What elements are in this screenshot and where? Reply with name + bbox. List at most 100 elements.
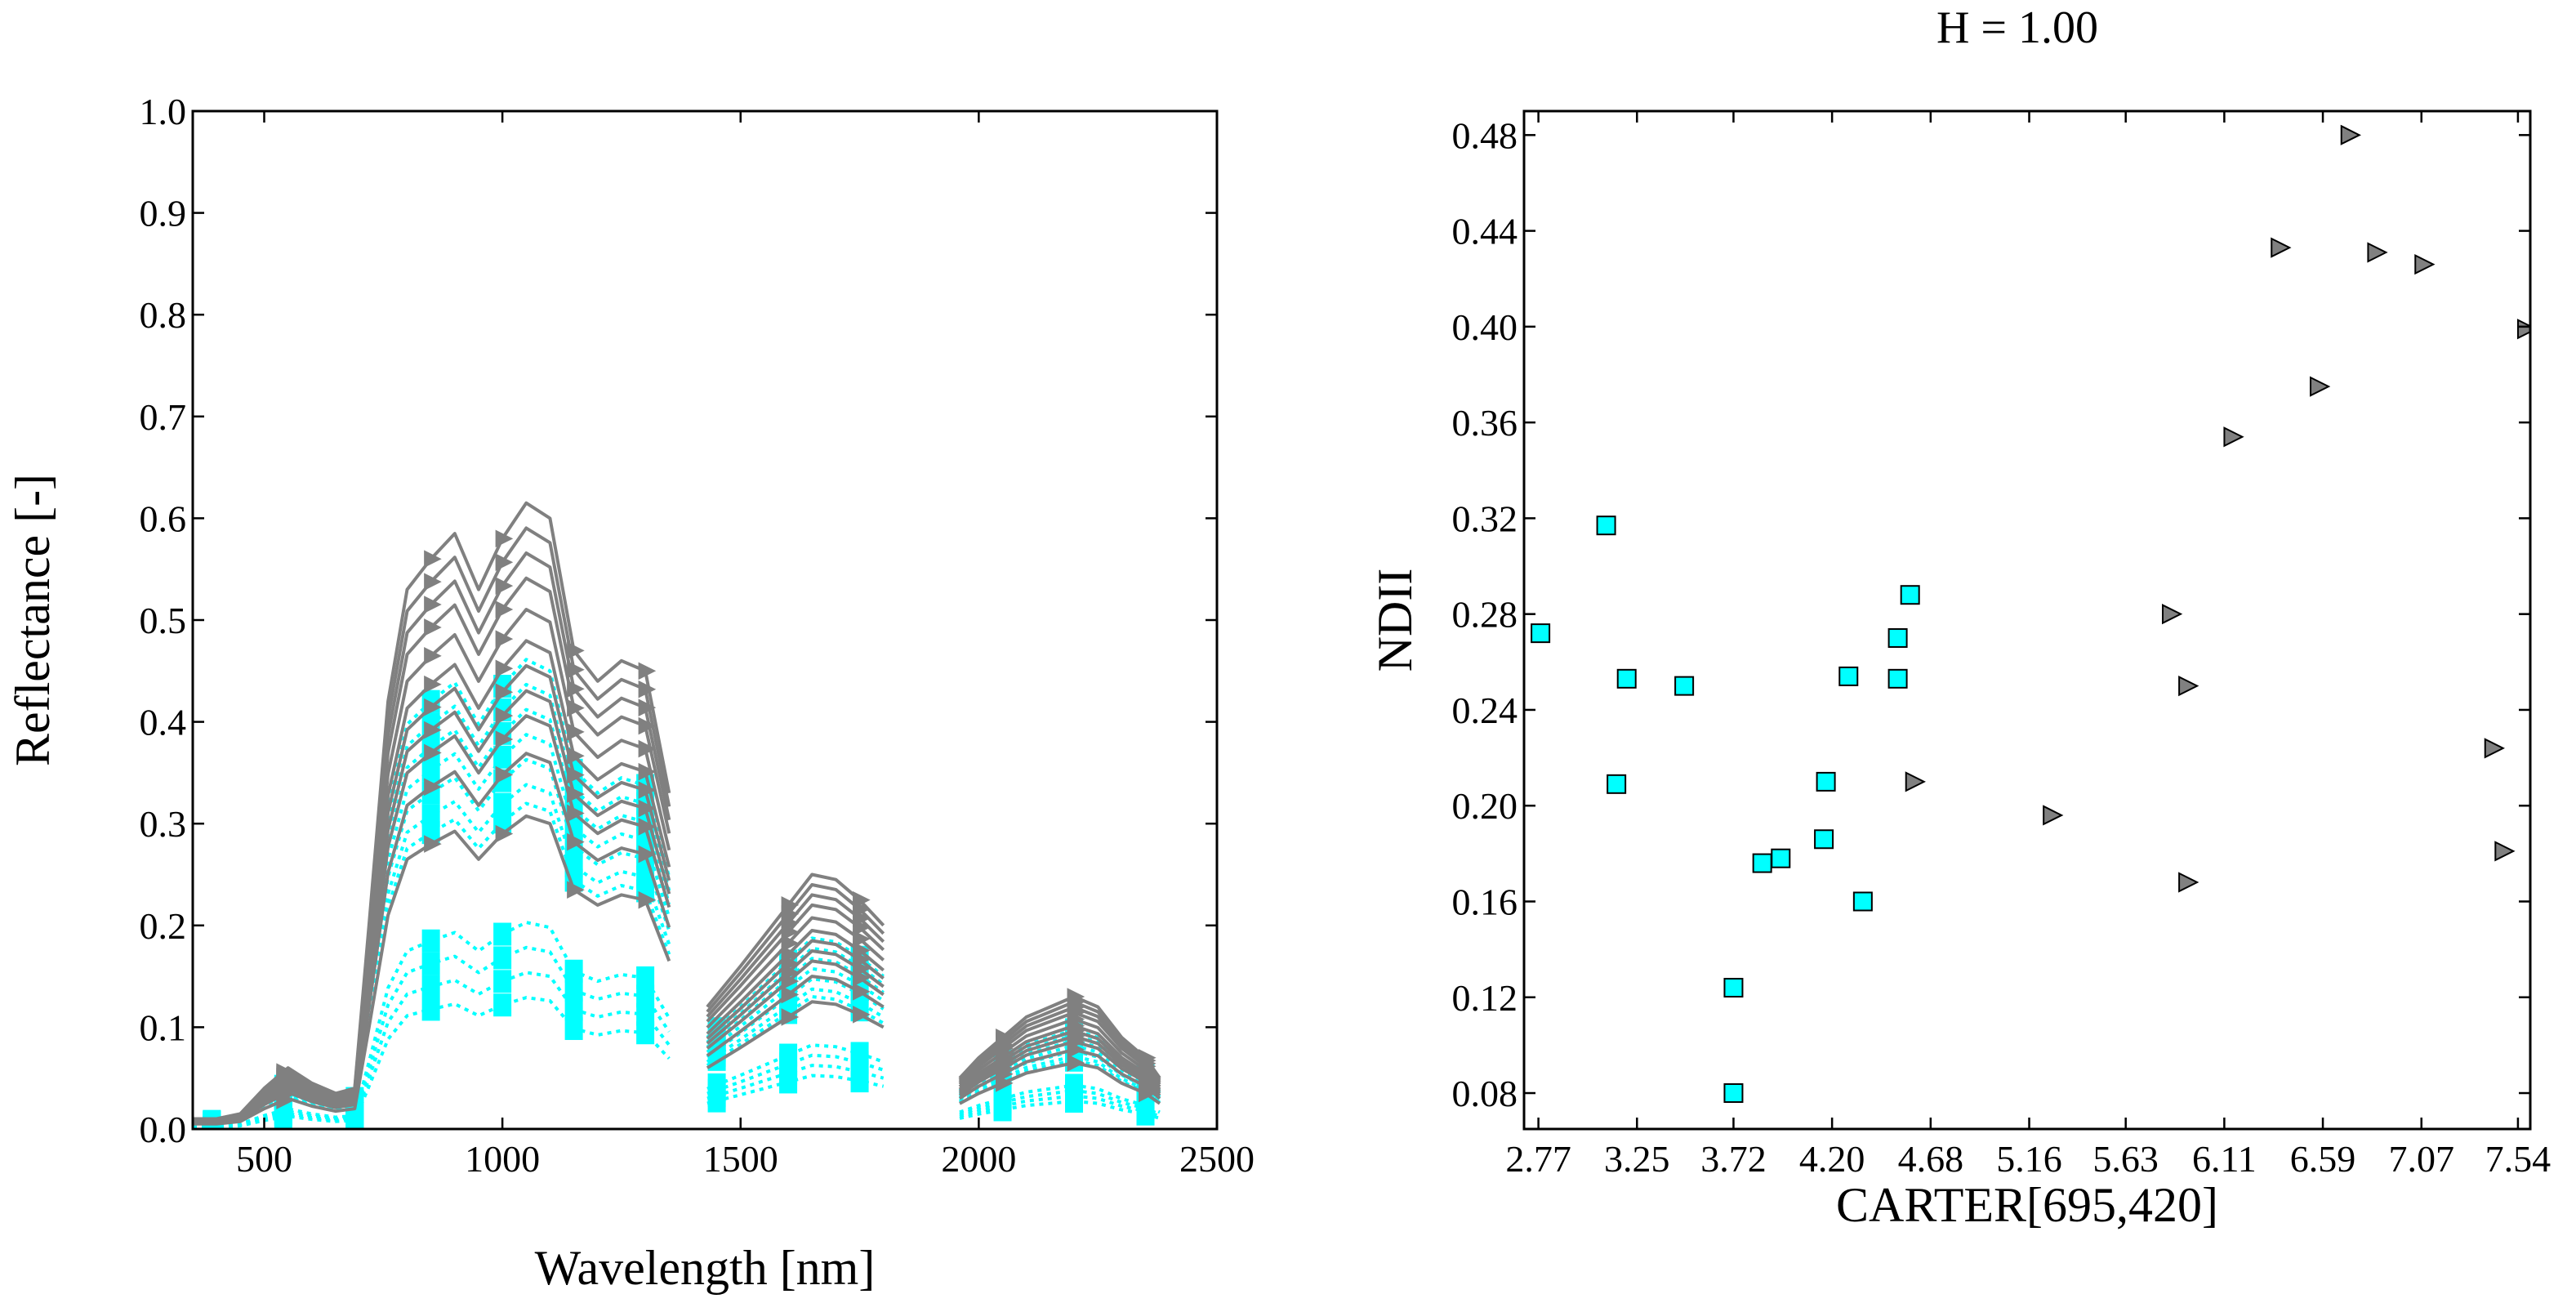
spectrum-marker-triangle bbox=[1139, 1084, 1157, 1103]
spectra-y-tick-label: 0.1 bbox=[140, 1006, 187, 1048]
spectrum-marker-triangle bbox=[853, 1006, 871, 1024]
scatter-point-triangle bbox=[2271, 237, 2292, 258]
scatter-y-tick-label: 0.40 bbox=[1452, 306, 1518, 348]
scatter-axis-ticks: 2.77 3.25 3.72 4.20 4.68 5.16 5.63 6.11 6.59 7.07… bbox=[1452, 111, 2551, 1180]
spectra-x-axis-label: Wavelength [nm] bbox=[535, 1241, 876, 1295]
spectrum-marker-triangle bbox=[567, 804, 585, 823]
scatter-series-grey-triangles bbox=[1905, 124, 2530, 893]
spectra-y-tick-label: 0.6 bbox=[140, 498, 187, 539]
spectrum-marker-triangle bbox=[567, 881, 585, 899]
scatter-plot-area bbox=[1531, 124, 2530, 1104]
scatter-point-triangle bbox=[2516, 319, 2530, 340]
scatter-point-square bbox=[1752, 853, 1772, 873]
reflectance-spectra-chart: 500 1000 1500 2000 2500 0.0 0.1 0.2 0.3 0.4 0.5 0.6… bbox=[6, 91, 1255, 1295]
scatter-point-triangle bbox=[2414, 254, 2436, 275]
spectrum-marker-triangle bbox=[495, 707, 514, 725]
scatter-y-tick-label: 0.16 bbox=[1452, 881, 1518, 922]
spectrum-marker-triangle bbox=[424, 743, 442, 762]
spectra-y-tick-label: 1.0 bbox=[140, 91, 187, 132]
spectra-y-axis-label: Reflectance [-] bbox=[6, 474, 60, 766]
spectrum-marker-triangle bbox=[495, 630, 514, 648]
spectrum-line bbox=[193, 576, 671, 1122]
spectrum-grey-02 bbox=[193, 526, 1161, 1121]
spectrum-marker-triangle bbox=[495, 765, 514, 784]
spectrum-marker-triangle bbox=[853, 982, 871, 1001]
scatter-y-tick-label: 0.28 bbox=[1452, 594, 1518, 636]
spectra-y-tick-label: 0.9 bbox=[140, 193, 187, 234]
spectrum-line bbox=[193, 783, 671, 1126]
spectrum-line bbox=[958, 1006, 1161, 1084]
spectrum-line bbox=[958, 1040, 1161, 1097]
scatter-point-triangle bbox=[2162, 604, 2183, 625]
scatter-point-triangle bbox=[2043, 805, 2064, 826]
spectrum-line bbox=[959, 1061, 1161, 1105]
spectra-y-tick-label: 0.3 bbox=[140, 803, 187, 845]
spectrum-line bbox=[958, 1024, 1161, 1091]
spectrum-marker-triangle bbox=[853, 918, 871, 937]
spectrum-marker-square bbox=[345, 1109, 364, 1129]
spectrum-line bbox=[958, 1044, 1161, 1099]
spectra-y-tick-label: 0.8 bbox=[140, 294, 187, 336]
spectrum-marker-square bbox=[1136, 1102, 1155, 1126]
spectrum-marker-triangle bbox=[638, 662, 657, 681]
spectrum-marker-square bbox=[564, 997, 583, 1021]
spectrum-marker-triangle bbox=[853, 969, 871, 987]
spectrum-marker-square bbox=[493, 993, 512, 1017]
scatter-point-square bbox=[1816, 771, 1836, 792]
spectrum-line bbox=[958, 1054, 1161, 1103]
spectra-x-tick-label: 2000 bbox=[941, 1138, 1016, 1180]
spectrum-marker-triangle bbox=[424, 618, 442, 636]
scatter-x-tick-label: 4.20 bbox=[1799, 1138, 1865, 1180]
scatter-x-tick-label: 7.54 bbox=[2485, 1138, 2551, 1180]
scatter-point-square bbox=[1674, 676, 1695, 696]
spectrum-marker-triangle bbox=[276, 1091, 294, 1109]
spectrum-line bbox=[193, 663, 671, 1123]
spectrum-marker-square bbox=[564, 1017, 583, 1041]
scatter-series-cyan-squares bbox=[1531, 515, 1920, 1104]
spectrum-marker-square bbox=[493, 745, 512, 769]
spectrum-line bbox=[193, 714, 671, 1124]
scatter-point-square bbox=[1838, 666, 1859, 686]
spectrum-marker-triangle bbox=[781, 985, 800, 1004]
scatter-x-tick-label: 5.63 bbox=[2092, 1138, 2159, 1180]
scatter-point-square bbox=[1616, 668, 1637, 689]
scatter-plot-frame bbox=[1522, 109, 2532, 1131]
spectrum-line bbox=[958, 1047, 1161, 1100]
spectrum-cyan-11 bbox=[193, 993, 1161, 1129]
spectrum-marker-square bbox=[421, 758, 440, 782]
scatter-y-tick-label: 0.08 bbox=[1452, 1073, 1518, 1114]
scatter-point-square bbox=[1771, 848, 1791, 868]
spectrum-marker-triangle bbox=[567, 832, 585, 851]
scatter-point-triangle bbox=[2178, 676, 2199, 697]
scatter-x-tick-label: 4.68 bbox=[1898, 1138, 1964, 1180]
scatter-point-square bbox=[1607, 774, 1627, 794]
spectrum-marker-triangle bbox=[638, 762, 657, 781]
spectrum-cyan-03 bbox=[193, 707, 1161, 1129]
spectrum-line bbox=[193, 608, 671, 1122]
spectrum-line bbox=[193, 814, 671, 1126]
spectrum-line bbox=[959, 1083, 1161, 1114]
ndii-scatter-chart: H = 1.00 2.77 3.25 3.72 4.20 4.68 5.16 5.63 6.1… bbox=[1368, 2, 2551, 1232]
spectrum-line bbox=[193, 639, 671, 1123]
spectra-y-tick-label: 0.7 bbox=[140, 396, 187, 438]
spectrum-marker-triangle bbox=[495, 659, 514, 678]
spectrum-marker-square bbox=[564, 979, 583, 1002]
scatter-x-tick-label: 6.11 bbox=[2192, 1138, 2257, 1180]
spectrum-marker-triangle bbox=[1067, 1054, 1085, 1072]
spectrum-marker-triangle bbox=[424, 550, 442, 569]
spectrum-grey-05 bbox=[193, 608, 1161, 1122]
scatter-point-triangle bbox=[2223, 426, 2244, 448]
spectrum-marker-square bbox=[636, 966, 655, 989]
spectrum-marker-triangle bbox=[853, 930, 871, 948]
scatter-x-axis-label: CARTER[695,420] bbox=[1836, 1178, 2218, 1232]
spectrum-marker-triangle bbox=[495, 577, 514, 595]
spectrum-marker-square bbox=[993, 1098, 1012, 1122]
spectrum-marker-triangle bbox=[495, 683, 514, 702]
scatter-point-square bbox=[1887, 668, 1908, 689]
spectrum-grey-01 bbox=[193, 501, 1161, 1121]
spectrum-marker-triangle bbox=[424, 721, 442, 739]
spectrum-marker-triangle bbox=[424, 698, 442, 716]
scatter-x-tick-label: 2.77 bbox=[1505, 1138, 1571, 1180]
spectrum-marker-square bbox=[493, 792, 512, 816]
